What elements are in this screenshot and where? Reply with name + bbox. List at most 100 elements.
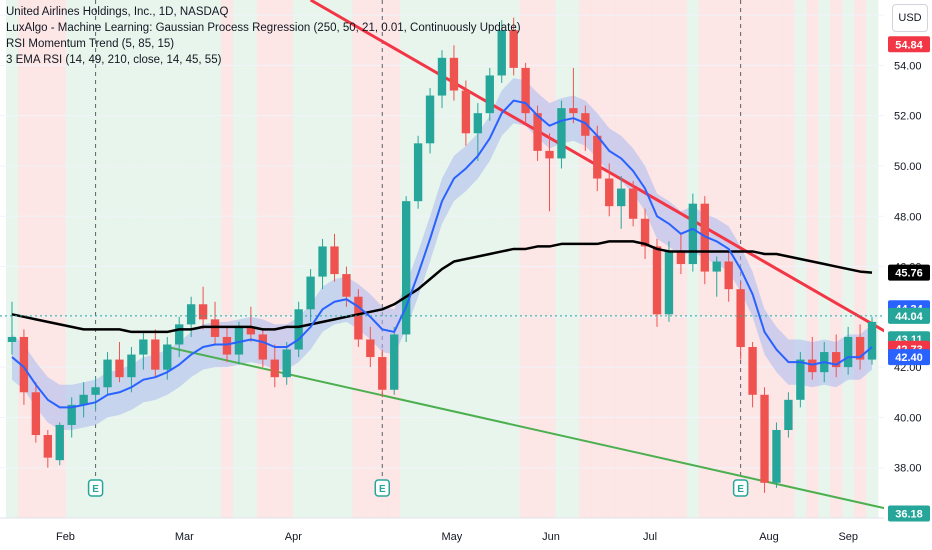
legend-indicator-gpr[interactable]: LuxAlgo - Machine Learning: Gaussian Pro… (6, 22, 521, 34)
bg-band (268, 0, 282, 518)
bg-band (447, 0, 461, 518)
earnings-badge (732, 479, 749, 497)
candle-body (19, 336, 29, 393)
candle-body (139, 339, 148, 355)
price-tag-bg (888, 36, 930, 53)
time-tick-label: Jul (643, 531, 657, 543)
bg-band (364, 0, 377, 518)
candle-body (700, 203, 709, 272)
candle-body (640, 218, 650, 247)
candle-body (569, 108, 578, 114)
bg-band (125, 0, 138, 518)
candle-body (628, 188, 638, 219)
price-tick-label: 38.00 (894, 463, 922, 475)
price-tag-label: 36.18 (895, 508, 923, 520)
candle-body (67, 404, 76, 425)
bg-band (221, 0, 234, 518)
bg-band (280, 0, 294, 518)
price-tick-label: 40.00 (894, 412, 922, 424)
candle-body (31, 392, 41, 436)
candle-body (545, 150, 554, 159)
earnings-label: E (92, 484, 99, 495)
candle-body (198, 304, 208, 320)
candle-body (186, 304, 196, 325)
candle-body (688, 203, 698, 265)
candle-body (867, 321, 877, 360)
bg-band (591, 0, 604, 518)
bg-band (77, 0, 91, 518)
candle-body (533, 113, 542, 151)
bg-band (842, 0, 855, 518)
bg-band (471, 0, 485, 518)
bg-band (209, 0, 222, 518)
bg-band (256, 0, 270, 518)
candle-body (246, 326, 256, 335)
candle-body (748, 347, 757, 395)
bg-band (137, 0, 150, 518)
time-tick-label: Feb (56, 531, 75, 543)
bg-band (6, 0, 19, 518)
bg-band (340, 0, 353, 518)
candle-body (784, 399, 793, 430)
bg-band (161, 0, 174, 518)
bg-band (304, 0, 318, 518)
time-tick-label: Mar (175, 531, 194, 543)
earnings-badge (374, 479, 391, 497)
candle-body (366, 339, 375, 358)
candle-body (855, 336, 865, 360)
candle-body (449, 57, 459, 91)
bg-band (555, 0, 568, 518)
legend-title[interactable]: United Airlines Holdings, Inc., 1D, NASD… (6, 6, 229, 18)
time-axis[interactable]: Feb Mar Apr May Jun Jul Aug Sep (0, 517, 884, 550)
candle-body (473, 113, 483, 134)
candle-body (378, 357, 387, 390)
candle-body (270, 359, 279, 378)
earnings-label: E (737, 484, 744, 495)
candle-body (55, 424, 64, 461)
bg-band (866, 0, 879, 518)
ema-lines (11, 99, 873, 409)
bg-band (806, 0, 819, 518)
candle-body (832, 352, 841, 368)
bg-band (543, 0, 556, 518)
earnings-label: E (379, 484, 386, 495)
candle-body (401, 201, 411, 335)
bg-band (113, 0, 126, 518)
bg-band (507, 0, 521, 518)
candle-body (664, 251, 674, 315)
candle-body (509, 30, 518, 68)
candle-body (115, 359, 124, 378)
candle-body (676, 251, 686, 265)
legend-indicator-3ema-rsi[interactable]: 3 EMA RSI (14, 49, 210, close, 14, 45, 5… (6, 54, 222, 66)
price-tag-label: 44.04 (895, 311, 923, 323)
candle-body (437, 57, 447, 96)
bg-band (185, 0, 198, 518)
bg-band (854, 0, 867, 518)
legend-indicator-rsi-momentum[interactable]: RSI Momentum Trend (5, 85, 15) (6, 38, 175, 50)
candle-body (425, 95, 435, 144)
price-tag-bg (888, 505, 930, 522)
time-tick-label: Aug (759, 531, 779, 543)
price-tag-bg (888, 307, 930, 324)
time-tick-label: Apr (285, 531, 302, 543)
bg-band (388, 0, 401, 518)
candle-body (712, 261, 721, 272)
time-tick-label: Jun (542, 531, 560, 543)
time-tick-label: Sep (838, 531, 858, 543)
bg-band (436, 0, 449, 518)
candle-body (151, 339, 160, 370)
candle-body (354, 296, 363, 340)
candle-body (843, 336, 853, 368)
candle-body (390, 334, 399, 390)
candle-body (461, 90, 471, 134)
price-tag-label: 42.40 (895, 352, 923, 364)
price-tick-label: 52.00 (894, 111, 922, 123)
bg-band (65, 0, 79, 518)
bg-band (615, 0, 628, 518)
candle-body (652, 246, 662, 315)
candle-body (616, 188, 626, 207)
currency-button[interactable]: USD (892, 4, 928, 32)
time-tick-label: May (442, 531, 463, 543)
